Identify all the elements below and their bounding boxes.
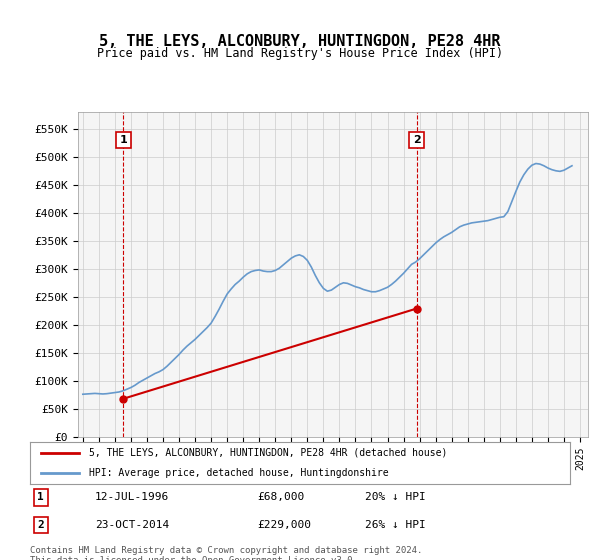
Text: 23-OCT-2014: 23-OCT-2014 xyxy=(95,520,169,530)
Text: 20% ↓ HPI: 20% ↓ HPI xyxy=(365,492,425,502)
Text: Contains HM Land Registry data © Crown copyright and database right 2024.
This d: Contains HM Land Registry data © Crown c… xyxy=(30,546,422,560)
Text: £229,000: £229,000 xyxy=(257,520,311,530)
Text: 1: 1 xyxy=(119,135,127,145)
Text: 12-JUL-1996: 12-JUL-1996 xyxy=(95,492,169,502)
Text: 5, THE LEYS, ALCONBURY, HUNTINGDON, PE28 4HR (detached house): 5, THE LEYS, ALCONBURY, HUNTINGDON, PE28… xyxy=(89,448,448,458)
Text: £68,000: £68,000 xyxy=(257,492,304,502)
Text: 26% ↓ HPI: 26% ↓ HPI xyxy=(365,520,425,530)
Text: 2: 2 xyxy=(413,135,421,145)
Text: HPI: Average price, detached house, Huntingdonshire: HPI: Average price, detached house, Hunt… xyxy=(89,468,389,478)
Text: 2: 2 xyxy=(37,520,44,530)
Text: 1: 1 xyxy=(37,492,44,502)
Text: Price paid vs. HM Land Registry's House Price Index (HPI): Price paid vs. HM Land Registry's House … xyxy=(97,46,503,60)
Text: 5, THE LEYS, ALCONBURY, HUNTINGDON, PE28 4HR: 5, THE LEYS, ALCONBURY, HUNTINGDON, PE28… xyxy=(99,35,501,49)
